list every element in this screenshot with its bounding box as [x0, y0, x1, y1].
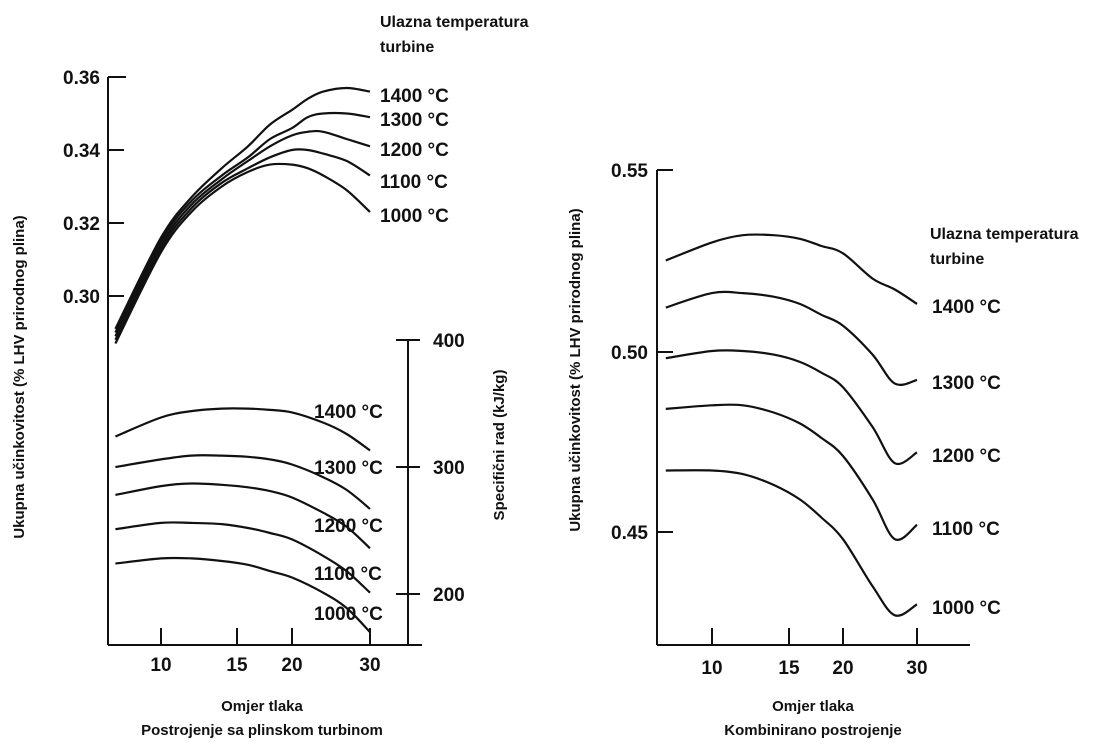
gas-turbine-chart: Ulazna temperatura turbine 0.36 0.34 0.3… — [11, 14, 529, 739]
combined-efficiency-curves — [666, 235, 917, 616]
right-chart-y-axis-title: Ukupna učinkovitost (% LHV prirodnog pli… — [567, 208, 584, 531]
combined-label-1100: 1100 °C — [932, 519, 1000, 540]
xtick-label: 30 — [906, 658, 927, 679]
efficiency-curves — [115, 88, 370, 344]
ytick-label: 300 — [433, 458, 465, 479]
efficiency-curve-1400 — [115, 88, 370, 329]
ytick-label: 0.50 — [611, 343, 648, 364]
ytick-label: 400 — [433, 331, 465, 352]
combined-label-1200: 1200 °C — [932, 446, 1001, 467]
work-label-1200: 1200 °C — [314, 516, 383, 537]
combined-curve-1100 — [666, 405, 917, 540]
work-label-1300: 1300 °C — [314, 458, 383, 479]
xtick-label: 20 — [832, 658, 853, 679]
right-chart-x-ticks: 10 15 20 30 — [701, 628, 927, 679]
right-y-ticks: 400 300 200 — [396, 331, 465, 606]
combined-label-1400: 1400 °C — [932, 297, 1001, 318]
combined-efficiency-curve-labels: 1400 °C 1300 °C 1200 °C 1100 °C 1000 °C — [932, 297, 1001, 619]
combined-label-1000: 1000 °C — [932, 598, 1001, 619]
combined-curve-1200 — [666, 350, 917, 464]
right-y-axis-title: Specifični rad (kJ/kg) — [491, 370, 508, 521]
xtick-label: 30 — [359, 655, 380, 676]
right-chart-x-axis-title: Omjer tlaka — [772, 698, 854, 715]
xtick-label: 10 — [701, 658, 722, 679]
left-y-axis-title: Ukupna učinkovitost (% LHV prirodnog pli… — [11, 215, 28, 538]
combined-curve-1000 — [666, 470, 917, 616]
ytick-label: 0.32 — [63, 214, 100, 235]
work-label-1000: 1000 °C — [314, 604, 383, 625]
ytick-label: 0.34 — [63, 141, 100, 162]
xtick-label: 15 — [226, 655, 248, 676]
combined-label-1300: 1300 °C — [932, 373, 1001, 394]
left-header-line-2: turbine — [380, 39, 434, 56]
left-x-axis-title: Omjer tlaka — [221, 698, 303, 715]
efficiency-label-1400: 1400 °C — [380, 86, 449, 107]
efficiency-curve-1300 — [115, 113, 370, 332]
right-header-line-1: Ulazna temperatura — [930, 226, 1079, 243]
xtick-label: 20 — [281, 655, 302, 676]
ytick-label: 0.36 — [63, 68, 100, 89]
efficiency-curve-1100 — [115, 149, 370, 339]
ytick-label: 200 — [433, 585, 465, 606]
left-y-ticks: 0.36 0.34 0.32 0.30 — [63, 68, 124, 308]
left-caption: Postrojenje sa plinskom turbinom — [141, 722, 383, 739]
ytick-label: 0.45 — [611, 523, 648, 544]
xtick-label: 15 — [778, 658, 800, 679]
ytick-label: 0.30 — [63, 287, 100, 308]
efficiency-label-1100: 1100 °C — [380, 172, 448, 193]
ytick-label: 0.55 — [611, 161, 648, 182]
efficiency-label-1300: 1300 °C — [380, 110, 449, 131]
xtick-label: 10 — [150, 655, 171, 676]
efficiency-label-1000: 1000 °C — [380, 206, 449, 227]
work-label-1400: 1400 °C — [314, 402, 383, 423]
combined-curve-1300 — [666, 292, 917, 385]
left-header-line-1: Ulazna temperatura — [380, 14, 529, 31]
right-header-line-2: turbine — [930, 251, 984, 268]
right-chart-caption: Kombinirano postrojenje — [724, 722, 902, 739]
combined-curve-1400 — [666, 235, 917, 304]
efficiency-label-1200: 1200 °C — [380, 140, 449, 161]
efficiency-curve-labels: 1400 °C 1300 °C 1200 °C 1100 °C 1000 °C — [380, 86, 449, 227]
work-label-1100: 1100 °C — [314, 564, 382, 585]
right-chart-y-ticks: 0.55 0.50 0.45 — [611, 161, 673, 544]
left-x-ticks: 10 15 20 30 — [150, 628, 380, 676]
combined-plant-chart: Ulazna temperatura turbine 0.55 0.50 0.4… — [567, 161, 1079, 739]
